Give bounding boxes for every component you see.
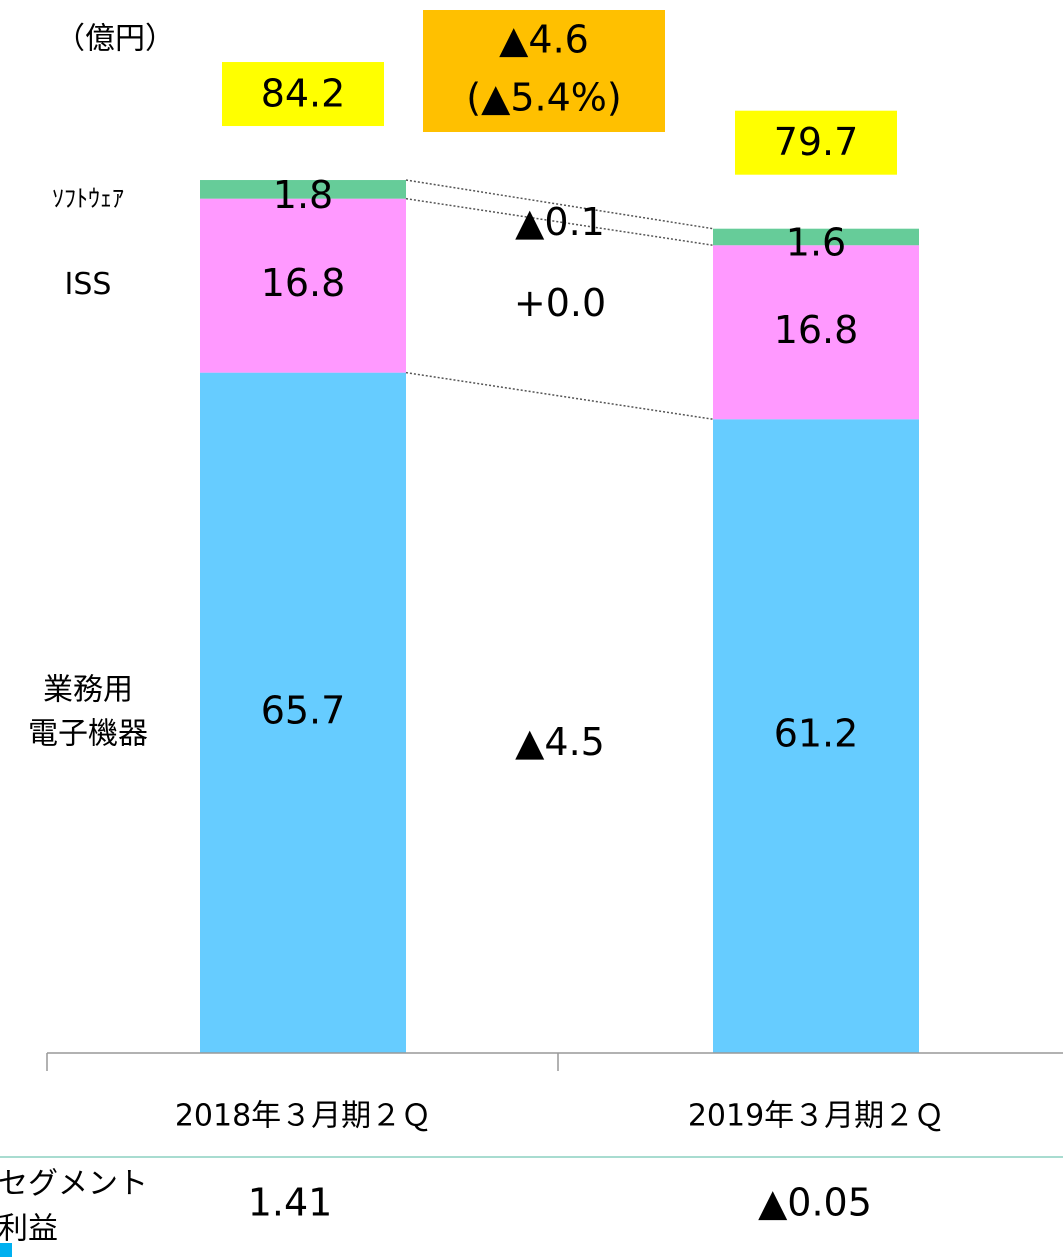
data-label: 61.2 (774, 712, 859, 756)
bar-segment (713, 245, 919, 420)
bar-segment (200, 180, 406, 199)
unit-label: （億円） (55, 22, 175, 57)
x-tick-label: 2019年３月期２Ｑ (688, 1099, 944, 1134)
series-label: 業務用 (43, 672, 133, 707)
total-label: 79.7 (774, 120, 859, 164)
bar-segment (713, 419, 919, 1053)
series-label: 電子機器 (28, 716, 148, 751)
data-label: 65.7 (261, 688, 346, 732)
change-label: +0.0 (514, 281, 606, 325)
data-label: 16.8 (774, 308, 859, 352)
x-tick-label: 2018年３月期２Ｑ (175, 1099, 431, 1134)
change-label: ▲0.1 (515, 200, 605, 244)
bar-segment (713, 228, 919, 246)
change-box (423, 10, 665, 132)
data-label: 16.8 (261, 261, 346, 305)
profit-label: 利益 (0, 1212, 58, 1247)
total-box (222, 62, 384, 127)
series-label: ｿﾌﾄｳｪｱ (52, 184, 124, 212)
change-total: ▲4.6 (499, 18, 589, 62)
profit-value: 1.41 (248, 1181, 333, 1225)
total-label: 84.2 (261, 72, 346, 116)
data-label: 1.6 (786, 220, 846, 264)
data-label: 1.8 (273, 173, 333, 217)
total-box (735, 110, 897, 175)
bar-segment (200, 372, 406, 1053)
change-label: ▲4.5 (515, 720, 605, 764)
profit-label: セグメント (0, 1167, 148, 1202)
bar-segment (200, 198, 406, 373)
connector (405, 371, 714, 420)
change-total-pct: (▲5.4%) (466, 76, 621, 120)
corner-mark (0, 1243, 12, 1257)
series-label: ISS (65, 267, 112, 302)
profit-value: ▲0.05 (758, 1181, 872, 1225)
